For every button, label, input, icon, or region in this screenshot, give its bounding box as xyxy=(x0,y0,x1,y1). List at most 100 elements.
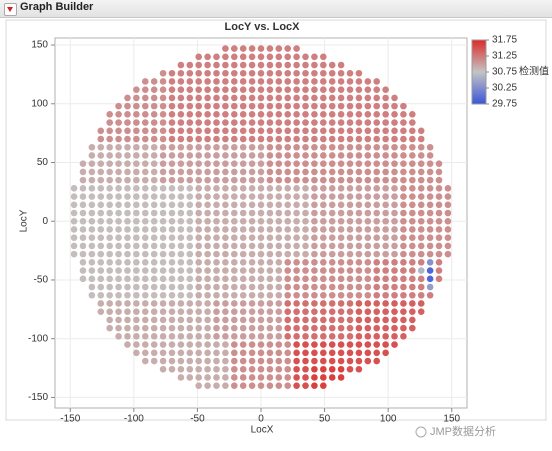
point xyxy=(275,357,283,365)
point xyxy=(115,160,122,167)
point xyxy=(391,316,398,324)
point xyxy=(302,185,309,192)
point xyxy=(275,102,283,110)
point xyxy=(204,259,211,266)
point xyxy=(195,53,202,61)
point xyxy=(311,193,318,200)
point xyxy=(230,193,238,200)
point xyxy=(382,226,389,233)
point xyxy=(391,300,398,307)
point xyxy=(248,176,256,184)
point xyxy=(248,209,256,217)
point xyxy=(88,226,96,233)
menu-icon[interactable] xyxy=(4,3,17,16)
point xyxy=(266,53,274,61)
point xyxy=(328,283,336,291)
point xyxy=(248,308,256,315)
point xyxy=(106,316,113,324)
point xyxy=(239,152,247,159)
point xyxy=(364,209,372,217)
point xyxy=(248,382,256,389)
point xyxy=(133,250,140,258)
point xyxy=(337,250,345,258)
point xyxy=(88,143,96,151)
point xyxy=(222,94,229,102)
point xyxy=(293,86,300,93)
point xyxy=(320,226,327,233)
point xyxy=(391,283,398,291)
point xyxy=(97,135,105,143)
point xyxy=(346,341,354,348)
point xyxy=(373,259,381,266)
point xyxy=(213,300,220,307)
point xyxy=(284,201,292,209)
point xyxy=(204,111,211,118)
point xyxy=(328,242,336,250)
point xyxy=(239,111,247,118)
point xyxy=(177,143,185,151)
point xyxy=(400,217,407,225)
point xyxy=(230,226,238,233)
point xyxy=(373,185,381,192)
point xyxy=(141,86,149,93)
point xyxy=(133,283,140,291)
point xyxy=(275,209,283,217)
point xyxy=(141,209,149,217)
point xyxy=(186,365,194,373)
point xyxy=(364,111,372,118)
point xyxy=(417,176,425,184)
point xyxy=(222,250,229,258)
point xyxy=(391,143,398,151)
point xyxy=(230,69,238,77)
point xyxy=(97,193,105,200)
point xyxy=(222,45,229,52)
point xyxy=(177,86,185,93)
point xyxy=(168,357,176,365)
point xyxy=(328,267,336,274)
point xyxy=(409,316,416,324)
point xyxy=(320,382,327,389)
point xyxy=(346,324,354,332)
point xyxy=(293,185,300,192)
point xyxy=(266,316,274,324)
point xyxy=(311,61,318,69)
point xyxy=(355,135,363,143)
point xyxy=(159,152,167,159)
point xyxy=(195,250,202,258)
point xyxy=(364,242,372,250)
point xyxy=(177,324,185,332)
point xyxy=(115,324,122,332)
point xyxy=(400,152,407,159)
point xyxy=(239,226,247,233)
point xyxy=(204,168,211,176)
point xyxy=(124,143,131,151)
point xyxy=(150,160,158,167)
point xyxy=(302,349,309,357)
point xyxy=(320,86,327,93)
point xyxy=(417,283,425,291)
point xyxy=(328,111,336,118)
point xyxy=(320,242,327,250)
point xyxy=(409,267,416,274)
point xyxy=(248,201,256,209)
point xyxy=(177,209,185,217)
point xyxy=(195,102,202,110)
point xyxy=(150,283,158,291)
point xyxy=(400,291,407,299)
point xyxy=(311,217,318,225)
point xyxy=(141,291,149,299)
point xyxy=(266,69,274,77)
point xyxy=(159,78,167,85)
point xyxy=(409,226,416,233)
point xyxy=(435,168,443,176)
point xyxy=(230,94,238,102)
point xyxy=(409,127,416,135)
point xyxy=(186,69,194,77)
point xyxy=(204,78,211,85)
point xyxy=(141,143,149,151)
point xyxy=(204,242,211,250)
point xyxy=(150,267,158,274)
point xyxy=(302,226,309,233)
point xyxy=(293,78,300,85)
point xyxy=(382,283,389,291)
